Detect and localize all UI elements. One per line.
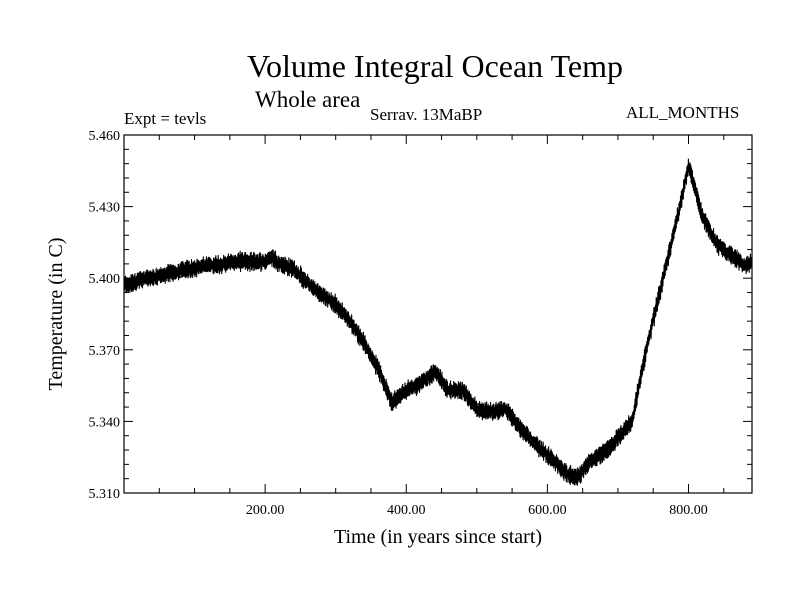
y-tick-label: 5.340 [89, 415, 121, 430]
y-tick-label: 5.460 [89, 129, 121, 144]
experiment-label: Expt = tevls [124, 109, 207, 128]
y-tick-label: 5.430 [89, 201, 121, 216]
series-line [123, 158, 753, 486]
x-tick-label: 200.00 [246, 503, 285, 518]
x-tick-label: 600.00 [528, 503, 567, 518]
y-axis-label: Temperature (in C) [45, 238, 67, 391]
y-tick-label: 5.370 [89, 344, 121, 359]
y-tick-label: 5.400 [89, 272, 121, 287]
months-label: ALL_MONTHS [626, 103, 740, 122]
x-tick-label: 800.00 [669, 503, 708, 518]
x-tick-label: 400.00 [387, 503, 426, 518]
chart-title: Volume Integral Ocean Temp [246, 48, 623, 84]
series-layer [123, 158, 753, 486]
run-label: Serrav. 13MaBP [370, 105, 483, 124]
x-axis-label: Time (in years since start) [334, 526, 542, 548]
chart-subtitle: Whole area [255, 87, 361, 112]
plot-frame [123, 134, 753, 494]
y-tick-label: 5.310 [89, 487, 121, 502]
ticks-layer: 200.00 400.00 600.00 800.00 5.310 5.340 5.370 5… [89, 129, 752, 518]
